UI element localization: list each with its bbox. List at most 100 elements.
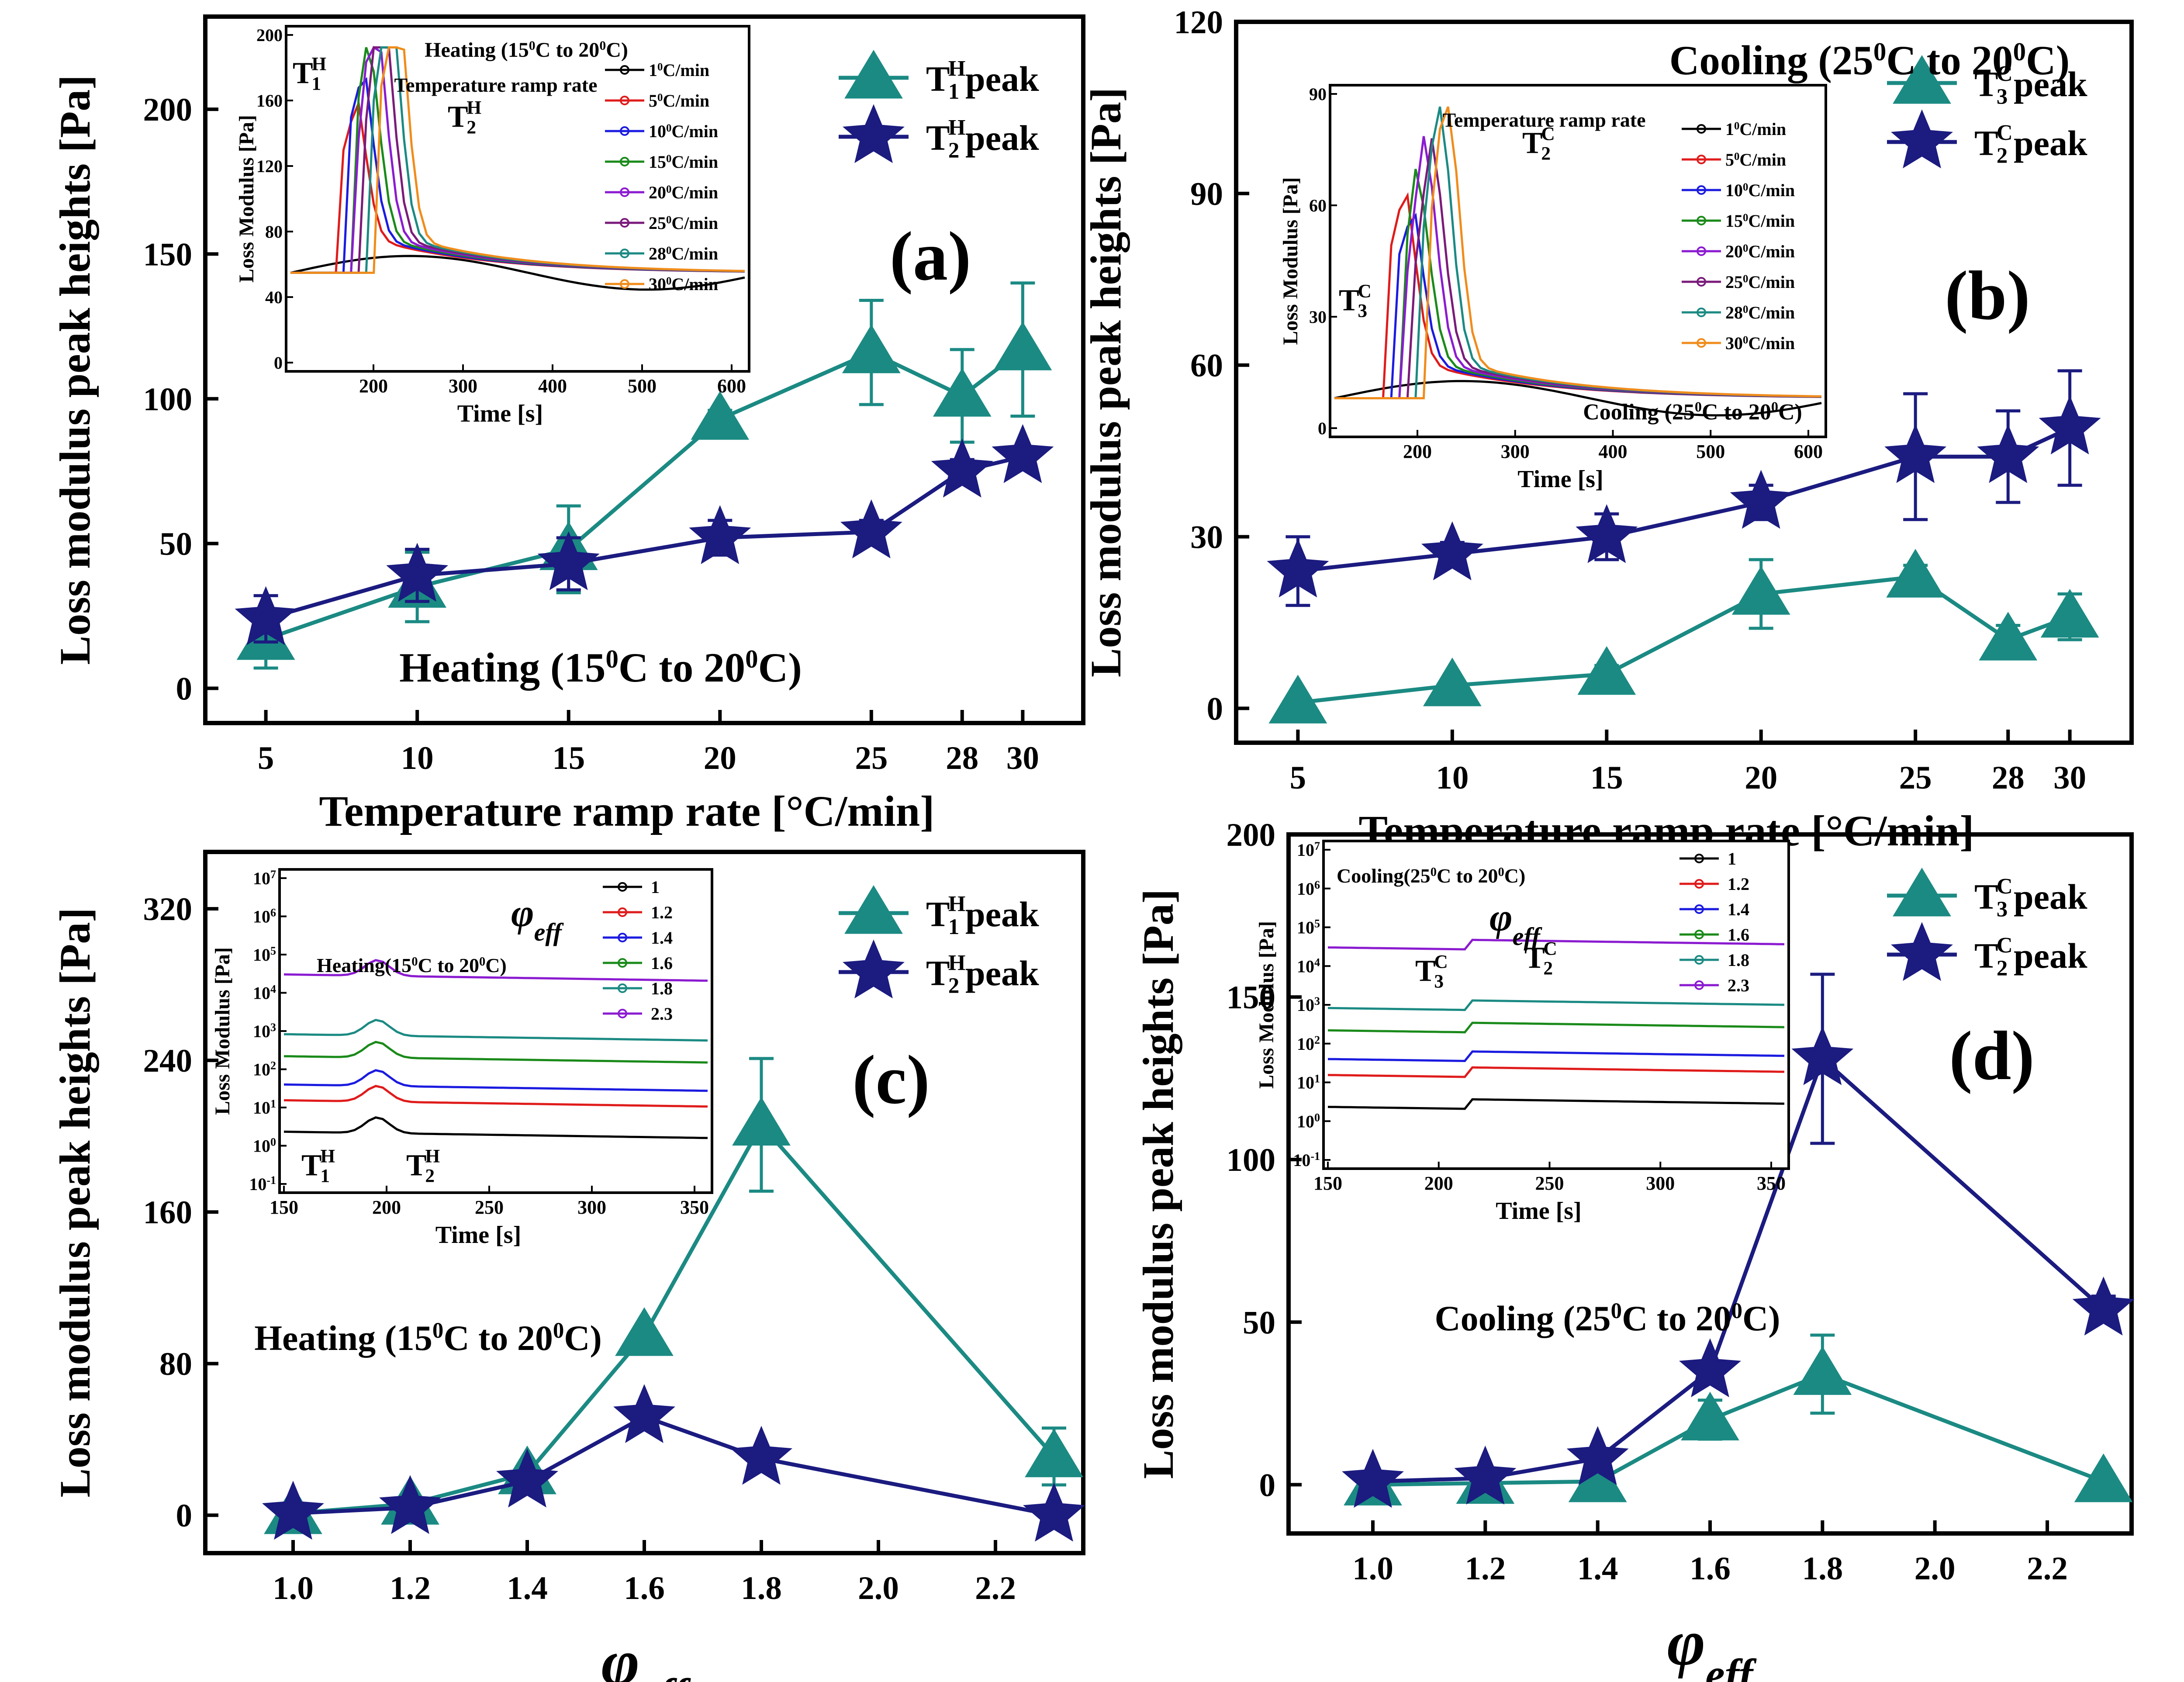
y-tick-label: 240 [143, 1043, 193, 1079]
inset-legend-marker [1697, 155, 1706, 164]
inset-peak-label-0-sub: 1 [311, 73, 321, 94]
legend-label-0-sub: 1 [948, 79, 959, 104]
x-tick-label: 10 [401, 740, 434, 776]
inset-legend-label: 2.3 [651, 1004, 673, 1024]
panel-label: (a) [890, 217, 971, 295]
y-tick-label: 80 [159, 1346, 192, 1382]
inset-y-tick-label: 105 [1297, 917, 1320, 938]
x-tick-label: 2.0 [858, 1570, 899, 1606]
plot-frame [203, 14, 1085, 725]
inset-x-tick-label: 300 [449, 375, 477, 397]
data-point-star [613, 1384, 675, 1443]
data-point-star [1566, 1426, 1629, 1485]
data-point-triangle [732, 1097, 791, 1146]
inset-legend-label: 1.6 [651, 953, 673, 973]
inset-x-tick-label: 500 [628, 375, 657, 397]
data-point-triangle [2074, 1453, 2133, 1502]
inset-y-tick-label: 60 [1309, 196, 1327, 215]
x-tick-label: 15 [552, 740, 585, 776]
inset-peak-label-1-sup: H [467, 97, 481, 118]
y-tick-label: 0 [176, 671, 193, 707]
x-tick-label: 2.2 [975, 1570, 1016, 1606]
data-point-triangle [1731, 566, 1790, 615]
inset-legend-label: 150C/min [1725, 211, 1795, 231]
inset-y-tick-label: 104 [253, 983, 276, 1003]
inset-y-tick-label: 106 [253, 906, 276, 927]
inset-curve [1327, 1050, 1785, 1062]
inset-x-tick-label: 200 [372, 1197, 401, 1218]
data-point-star [537, 531, 600, 590]
inset-legend-marker [618, 882, 627, 892]
data-point-triangle [933, 368, 992, 417]
inset-y-tick-label: 106 [1297, 878, 1320, 899]
y-tick-label: 0 [1259, 1467, 1276, 1503]
y-tick-label: 150 [1227, 979, 1276, 1016]
condition-annotation: Heating (150C to 200C) [399, 644, 802, 691]
legend-label-1-text: T [1974, 936, 1998, 976]
inset-legend-label: 50C/min [1725, 150, 1786, 170]
x-tick-label: 28 [946, 740, 978, 776]
data-point-star [840, 499, 902, 559]
inset-legend-marker [618, 933, 627, 942]
inset-legend-marker [1697, 124, 1706, 134]
inset-legend-label: 10C/min [1725, 119, 1786, 139]
plot-frame [1234, 20, 2134, 745]
inset-x-tick-label: 400 [1599, 441, 1628, 462]
legend-label-1-text: T [926, 953, 950, 993]
inset-peak-label-1: TC2 [1524, 938, 1557, 979]
data-point-triangle [1423, 658, 1482, 706]
inset-peak-label-1-sub: 2 [1543, 958, 1553, 979]
legend-marker [843, 939, 905, 999]
y-axis-label: Loss modulus peak heights [Pa] [1134, 889, 1182, 1479]
inset-x-tick-label: 200 [1403, 441, 1432, 462]
inset-x-tick-label: 350 [680, 1197, 709, 1218]
inset-legend-label: 1.8 [1728, 950, 1749, 970]
inset-y-tick-label: 107 [253, 868, 276, 889]
inset-legend-label: 1 [651, 877, 660, 897]
legend-label-1-text: T [1974, 123, 1998, 163]
data-point-star [931, 438, 993, 498]
inset-curve [283, 1085, 708, 1108]
inset-subtitle: Temperature ramp rate [1443, 109, 1646, 131]
inset-y-tick-label: 107 [1297, 840, 1320, 860]
inset-legend-label: 1.2 [1728, 874, 1749, 894]
x-tick-label: 20 [704, 740, 736, 776]
legend-label-1: TC2 [1974, 121, 2013, 168]
legend-label-0-sup: H [948, 892, 966, 916]
inset-legend-label: 250C/min [1725, 272, 1795, 292]
inset-legend-label: 300C/min [649, 274, 718, 294]
inset-y-tick-label: 40 [265, 287, 283, 307]
series-line-1 [1372, 1055, 2105, 1484]
inset-legend-label: 1.4 [1728, 900, 1749, 919]
inset-x-tick-label: 300 [1501, 441, 1530, 462]
inset-legend-marker [620, 65, 629, 75]
y-tick-label: 100 [143, 381, 193, 418]
inset-curve [1327, 1021, 1785, 1034]
legend-marker [1893, 55, 1951, 104]
series-line-1 [293, 1414, 1054, 1517]
data-point-star [992, 424, 1054, 483]
legend-label-0-text: T [1974, 877, 1998, 917]
inset-title: Heating (150C to 200C) [425, 38, 628, 62]
inset-y-label: Loss Modulus [Pa] [1279, 177, 1302, 345]
data-point-star [2039, 395, 2101, 455]
inset-legend-label: 200C/min [1725, 242, 1795, 261]
data-point-star [1679, 1338, 1741, 1398]
inset-legend-marker [1697, 216, 1706, 225]
legend-label-1-sub: 2 [948, 138, 959, 163]
inset-peak-label-0: TC3 [1339, 281, 1372, 322]
legend-label-1-sup: C [1997, 121, 2013, 145]
data-point-triangle [1577, 646, 1636, 695]
legend-label-1-sup: H [948, 115, 966, 140]
inset-legend-marker [620, 126, 629, 136]
y-tick-label: 50 [159, 526, 192, 562]
inset-legend-marker [1697, 277, 1706, 287]
inset-curve [1327, 999, 1785, 1011]
inset-legend-label: 200C/min [649, 183, 718, 202]
inset-x-label: Time [s] [1517, 466, 1603, 493]
legend-label-0: TC3 [1974, 62, 2013, 109]
inset-y-tick-label: 30 [1309, 307, 1327, 327]
inset-legend-marker [620, 249, 629, 258]
inset-peak-label-1-sub: 2 [467, 117, 476, 138]
